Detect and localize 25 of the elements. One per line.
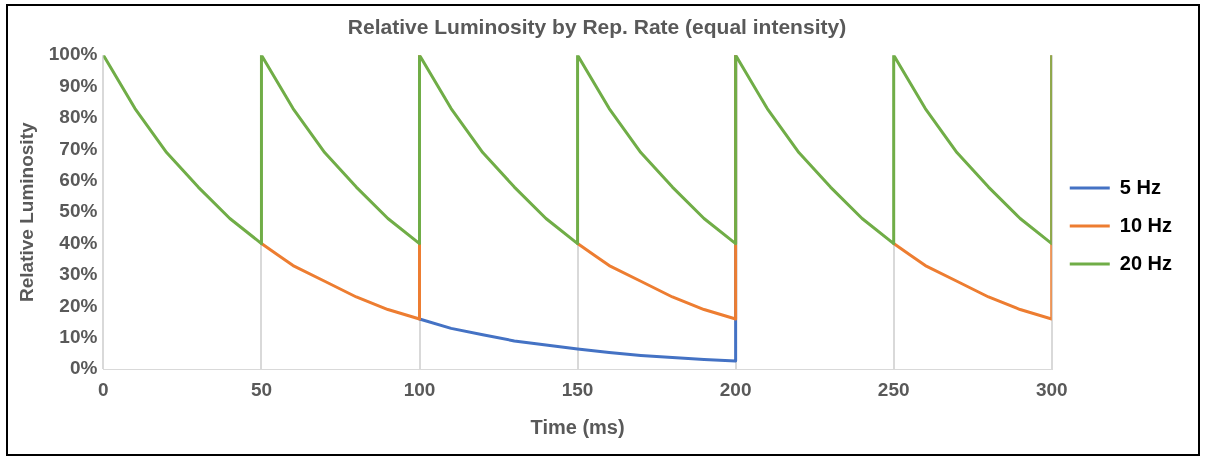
y-tick-label: 90% (59, 74, 98, 96)
y-tick-label: 40% (59, 231, 98, 253)
x-tick-label: 200 (719, 378, 752, 400)
legend-label: 10 Hz (1119, 213, 1172, 236)
y-tick-label: 0% (69, 357, 98, 379)
y-tick-label: 100% (48, 43, 98, 65)
y-tick-label: 80% (59, 106, 98, 128)
x-tick-label: 0 (98, 378, 109, 400)
y-axis-title: Relative Luminosity (15, 122, 37, 302)
y-tick-label: 10% (59, 326, 98, 348)
y-tick-label: 20% (59, 294, 98, 316)
legend-label: 5 Hz (1119, 175, 1161, 198)
y-tick-label: 50% (59, 200, 98, 222)
chart-title: Relative Luminosity by Rep. Rate (equal intensity) (347, 15, 847, 39)
chart-frame: Time (ms) Relative Luminosity 5 Hz 10 Hz 20 Hz Relative Luminosity by Rep. Rate (equal intensity) 0 50 100 150 200 250 300 0% 10% 20% 30% 40% 50% 60% 70% 80% 90% 100% (6, 4, 1200, 456)
y-tick-label: 30% (59, 263, 98, 285)
x-tick-label: 250 (877, 378, 910, 400)
y-tick-label: 60% (59, 169, 98, 191)
x-tick-label: 50 (250, 378, 273, 400)
x-tick-label: 300 (1035, 378, 1068, 400)
y-tick-label: 70% (59, 137, 98, 159)
legend-label: 20 Hz (1119, 251, 1172, 274)
x-tick-label: 100 (403, 378, 436, 400)
x-tick-label: 150 (561, 378, 594, 400)
x-axis-title: Time (ms) (530, 415, 625, 438)
